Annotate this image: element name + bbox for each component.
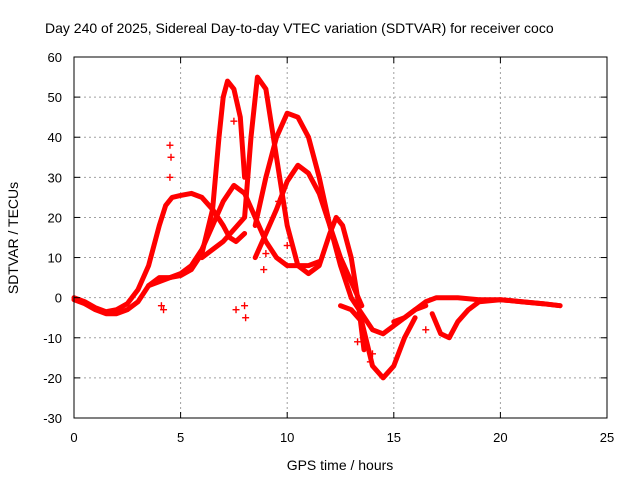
- y-tick-label: -30: [43, 411, 62, 426]
- series-track-d: [199, 74, 301, 269]
- y-axis: -30 -20 -10 0 10 20 30 40 50 60: [43, 50, 607, 426]
- outlier-marker: [275, 197, 283, 205]
- outlier-marker: [232, 306, 240, 314]
- y-tick-label: 30: [48, 170, 62, 185]
- y-tick-label: 0: [55, 291, 62, 306]
- outlier-marker: [166, 141, 174, 149]
- x-tick-label: 25: [600, 430, 614, 445]
- outlier-marker: [242, 314, 250, 322]
- plot-frame: [73, 56, 608, 419]
- series-track-k: [429, 297, 563, 341]
- data-series: [71, 74, 563, 381]
- outlier-marker: [262, 250, 270, 258]
- x-tick-label: 20: [493, 430, 507, 445]
- x-axis: 0 5 10 15 20 25: [70, 57, 614, 445]
- outlier-marker: [160, 306, 168, 314]
- outlier-marker: [422, 326, 430, 334]
- outlier-marker: [241, 302, 249, 310]
- series-track-b: [71, 78, 248, 317]
- outlier-marker: [354, 338, 362, 346]
- y-tick-label: 50: [48, 90, 62, 105]
- y-tick-label: -10: [43, 331, 62, 346]
- outlier-marker: [260, 266, 268, 274]
- outlier-marker: [230, 117, 238, 125]
- y-axis-label: SDTVAR / TECUs: [5, 182, 21, 294]
- outlier-marker: [366, 358, 374, 366]
- series-track-i: [338, 303, 418, 381]
- outlier-marker: [157, 302, 165, 310]
- outlier-marker: [167, 153, 175, 161]
- y-tick-label: 40: [48, 130, 62, 145]
- x-tick-label: 5: [177, 430, 184, 445]
- outlier-marker: [368, 350, 376, 358]
- series-track-c: [146, 182, 322, 289]
- x-axis-label: GPS time / hours: [287, 457, 394, 473]
- x-tick-label: 0: [70, 430, 77, 445]
- y-tick-label: 20: [48, 210, 62, 225]
- series-track-f: [252, 162, 365, 309]
- y-tick-label: -20: [43, 371, 62, 386]
- chart-title: Day 240 of 2025, Sidereal Day-to-day VTE…: [45, 20, 554, 36]
- outlier-marker: [166, 173, 174, 181]
- y-tick-label: 10: [48, 251, 62, 266]
- outlier-marker: [283, 242, 291, 250]
- x-tick-label: 15: [387, 430, 401, 445]
- series-track-g: [295, 214, 367, 353]
- x-tick-label: 10: [280, 430, 294, 445]
- y-tick-label: 60: [48, 50, 62, 65]
